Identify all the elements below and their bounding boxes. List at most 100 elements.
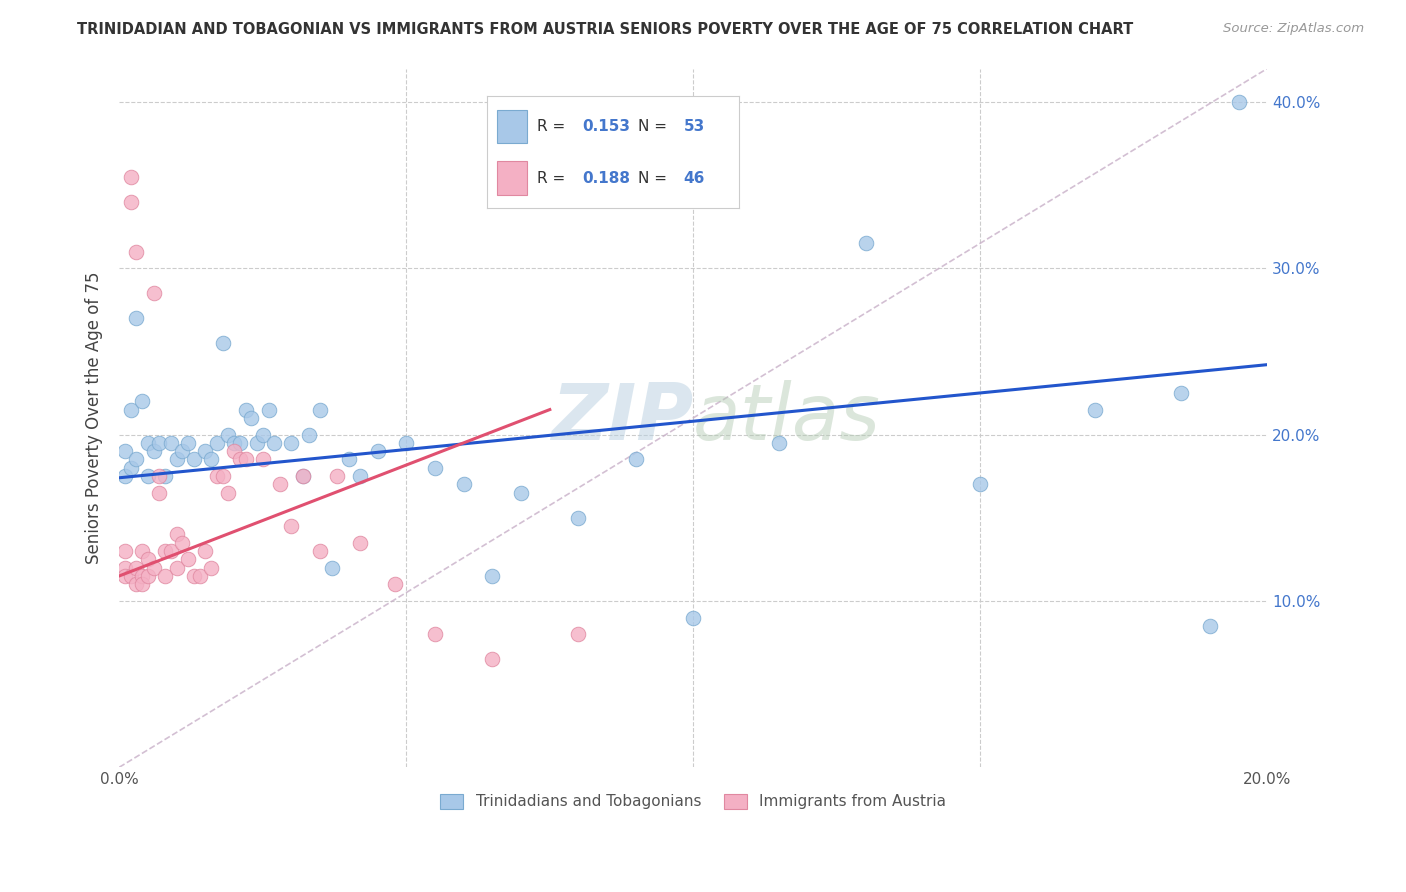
Point xyxy=(153,469,176,483)
Point xyxy=(194,444,217,458)
Point xyxy=(217,485,239,500)
Point xyxy=(136,569,159,583)
Point xyxy=(1199,619,1222,633)
Point xyxy=(120,460,142,475)
Point xyxy=(768,435,790,450)
Point xyxy=(246,435,269,450)
Point xyxy=(263,435,285,450)
Point xyxy=(423,627,446,641)
Point xyxy=(326,469,349,483)
Point xyxy=(125,560,148,574)
Point xyxy=(200,452,222,467)
Point xyxy=(166,527,188,541)
Point xyxy=(188,569,211,583)
Point xyxy=(1170,386,1192,401)
Point xyxy=(349,469,371,483)
Point xyxy=(166,560,188,574)
Point xyxy=(131,544,153,558)
Point xyxy=(125,244,148,259)
Point xyxy=(120,194,142,209)
Point xyxy=(114,560,136,574)
Point xyxy=(142,286,165,301)
Point xyxy=(148,469,170,483)
Point xyxy=(153,544,176,558)
Point xyxy=(131,569,153,583)
Point xyxy=(114,444,136,458)
Point xyxy=(120,569,142,583)
Point xyxy=(131,394,153,409)
Point xyxy=(205,435,228,450)
Point xyxy=(321,560,343,574)
Text: ZIP: ZIP xyxy=(551,380,693,456)
Point xyxy=(125,311,148,326)
Point xyxy=(682,610,704,624)
Point xyxy=(395,435,418,450)
Point xyxy=(114,544,136,558)
Point xyxy=(309,402,332,417)
Point xyxy=(120,169,142,184)
Point xyxy=(291,469,314,483)
Point xyxy=(200,560,222,574)
Point xyxy=(211,336,233,351)
Point xyxy=(567,510,589,524)
Point xyxy=(624,452,647,467)
Point xyxy=(235,402,257,417)
Point xyxy=(160,544,183,558)
Point xyxy=(148,435,170,450)
Point xyxy=(229,435,252,450)
Point xyxy=(183,569,205,583)
Point xyxy=(222,435,245,450)
Point xyxy=(349,535,371,549)
Point xyxy=(183,452,205,467)
Point xyxy=(855,236,877,251)
Point xyxy=(481,652,503,666)
Point xyxy=(177,435,200,450)
Point xyxy=(177,552,200,566)
Point xyxy=(125,577,148,591)
Point xyxy=(120,402,142,417)
Point xyxy=(172,444,194,458)
Point xyxy=(337,452,360,467)
Point xyxy=(280,435,302,450)
Text: Source: ZipAtlas.com: Source: ZipAtlas.com xyxy=(1223,22,1364,36)
Point xyxy=(125,452,148,467)
Point xyxy=(229,452,252,467)
Point xyxy=(510,485,533,500)
Point xyxy=(367,444,389,458)
Point xyxy=(194,544,217,558)
Point xyxy=(148,485,170,500)
Point xyxy=(1227,95,1250,109)
Point xyxy=(222,444,245,458)
Point xyxy=(235,452,257,467)
Point xyxy=(969,477,991,491)
Point xyxy=(252,427,274,442)
Text: atlas: atlas xyxy=(693,380,882,456)
Point xyxy=(166,452,188,467)
Point xyxy=(114,569,136,583)
Point xyxy=(160,435,183,450)
Text: TRINIDADIAN AND TOBAGONIAN VS IMMIGRANTS FROM AUSTRIA SENIORS POVERTY OVER THE A: TRINIDADIAN AND TOBAGONIAN VS IMMIGRANTS… xyxy=(77,22,1133,37)
Point xyxy=(136,552,159,566)
Point xyxy=(309,544,332,558)
Point xyxy=(481,569,503,583)
Point xyxy=(453,477,475,491)
Point xyxy=(240,410,263,425)
Point xyxy=(423,460,446,475)
Point xyxy=(153,569,176,583)
Point xyxy=(211,469,233,483)
Point xyxy=(1084,402,1107,417)
Point xyxy=(142,560,165,574)
Point xyxy=(384,577,406,591)
Point xyxy=(217,427,239,442)
Point xyxy=(114,469,136,483)
Point xyxy=(257,402,280,417)
Point xyxy=(131,577,153,591)
Point xyxy=(280,519,302,533)
Point xyxy=(269,477,291,491)
Point xyxy=(252,452,274,467)
Point xyxy=(567,627,589,641)
Point xyxy=(136,469,159,483)
Point xyxy=(205,469,228,483)
Y-axis label: Seniors Poverty Over the Age of 75: Seniors Poverty Over the Age of 75 xyxy=(86,272,103,564)
Point xyxy=(172,535,194,549)
